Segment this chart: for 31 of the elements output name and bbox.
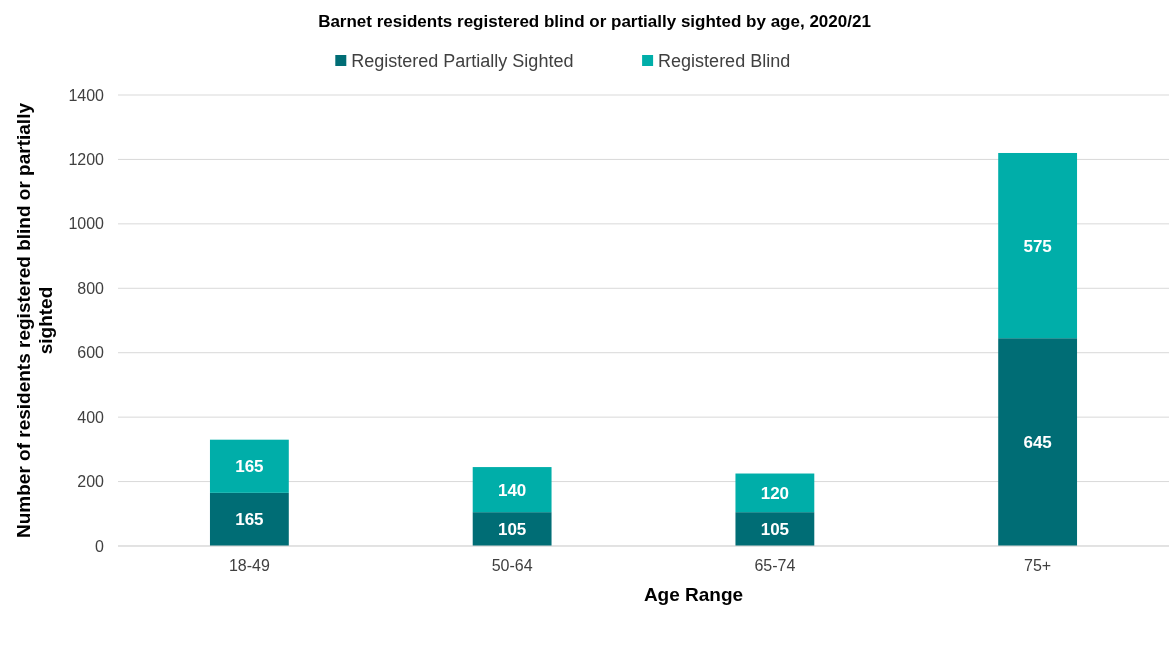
x-tick-label: 18-49: [228, 557, 270, 574]
y-tick-label: 400: [77, 408, 105, 426]
data-label: 165: [235, 510, 264, 530]
data-label: 645: [1023, 433, 1052, 453]
chart-title: Barnet residents registered blind or partially sighted by age, 2020/21: [318, 12, 871, 31]
y-tick-label: 0: [95, 537, 105, 555]
y-tick-label: 600: [77, 344, 105, 362]
legend-label: Registered Blind: [658, 51, 791, 72]
y-tick-label: 1400: [68, 86, 105, 104]
x-tick-label: 50-64: [491, 557, 533, 574]
legend-label: Registered Partially Sighted: [351, 51, 574, 72]
data-label: 165: [235, 457, 264, 477]
bar: [209, 439, 289, 493]
data-label: 105: [760, 520, 790, 540]
data-label: 120: [760, 483, 790, 503]
bar: [735, 473, 815, 513]
bar: [998, 152, 1078, 339]
data-label: 105: [497, 520, 527, 540]
bar: [209, 492, 289, 546]
bar: [472, 467, 552, 513]
bar: [998, 338, 1078, 546]
data-label: 575: [1023, 236, 1052, 256]
x-axis-title: Age Range: [643, 584, 744, 605]
y-tick-label: 800: [77, 279, 105, 297]
y-tick-label: 1000: [68, 215, 105, 233]
x-tick-label: 75+: [1024, 557, 1052, 574]
y-tick-label: 1200: [68, 151, 105, 169]
y-axis-title: Number of residents registered blind or partially sighted: [13, 102, 56, 538]
y-tick-label: 200: [77, 473, 105, 491]
x-tick-label: 65-74: [754, 557, 796, 574]
data-label: 140: [497, 480, 527, 500]
